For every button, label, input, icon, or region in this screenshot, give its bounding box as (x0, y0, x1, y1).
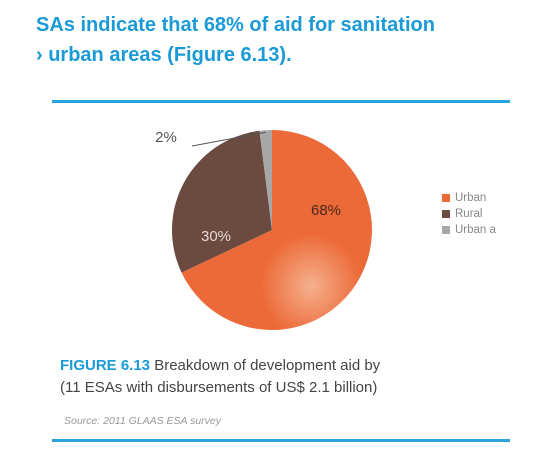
intro-text: SAs indicate that 68% of aid for sanitat… (36, 10, 552, 70)
pie-data-labels: 68% 30% 2% (155, 129, 341, 245)
figure-caption-line-1: FIGURE 6.13 Breakdown of development aid… (60, 355, 510, 377)
legend-item-rural: Rural (442, 206, 552, 222)
data-label-other: 2% (155, 129, 177, 146)
legend-label-urban: Urban (455, 192, 487, 204)
figure-bottom-rule (52, 439, 510, 442)
legend-swatch-other (442, 226, 450, 234)
legend-label-other: Urban a (455, 224, 496, 236)
legend-item-urban: Urban (442, 190, 552, 206)
legend-item-other: Urban a (442, 222, 552, 238)
data-label-leader-line (191, 131, 266, 147)
figure-source: Source: 2011 GLAAS ESA survey (64, 415, 221, 427)
figure-caption-text: Breakdown of development aid by (154, 357, 381, 374)
pie-slice-urban (181, 130, 373, 330)
legend-swatch-urban (442, 194, 450, 202)
figure-top-rule (52, 100, 510, 103)
intro-text-line-2: › urban areas (Figure 6.13). (36, 44, 292, 66)
data-label-rural: 30% (201, 228, 231, 245)
legend-label-rural: Rural (455, 208, 483, 220)
intro-text-line-1: SAs indicate that 68% of aid for sanitat… (36, 14, 435, 36)
pie-slice-other (259, 130, 272, 230)
figure-caption: FIGURE 6.13 Breakdown of development aid… (60, 355, 510, 399)
legend-swatch-rural (442, 210, 450, 218)
figure-number: FIGURE 6.13 (60, 357, 151, 374)
figure-caption-line-2: (11 ESAs with disbursements of US$ 2.1 b… (60, 379, 378, 396)
pie-slice-rural (172, 130, 272, 273)
pie-slices (172, 130, 373, 330)
chart-legend: Urban Rural Urban a (442, 190, 552, 238)
data-label-urban: 68% (311, 202, 341, 219)
